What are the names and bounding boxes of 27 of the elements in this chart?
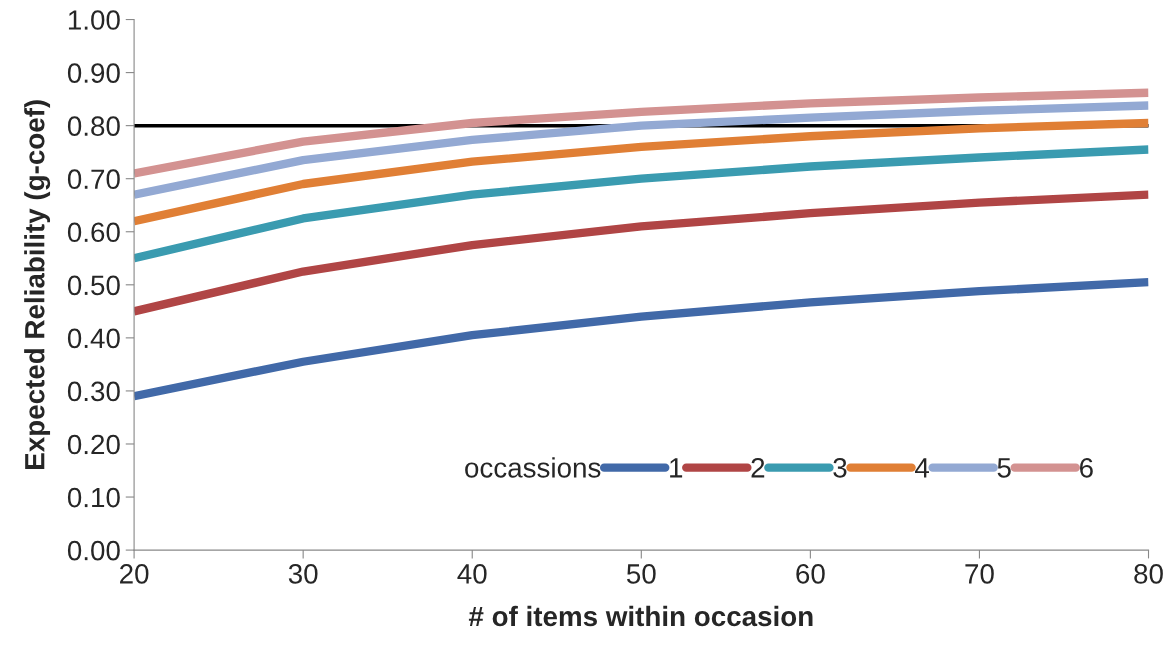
y-tick-label: 0.60 <box>67 222 120 243</box>
x-tick-label: 30 <box>288 564 318 584</box>
y-tick-label: 0.30 <box>67 381 120 402</box>
legend-label: 5 <box>997 458 1011 478</box>
legend-label: 1 <box>670 458 683 478</box>
y-tick-label: 0.80 <box>67 116 120 136</box>
y-tick-label: 0.20 <box>67 434 120 455</box>
y-tick-label: 0.10 <box>67 487 120 508</box>
legend-label: 3 <box>833 457 847 478</box>
legend-label: 4 <box>915 458 930 478</box>
x-axis-title: # of items within occasion <box>468 605 813 627</box>
x-tick-label: 20 <box>120 564 149 584</box>
x-tick-label: 60 <box>796 564 825 584</box>
x-tick-label: 80 <box>1134 564 1163 584</box>
y-axis-title: Expected Reliability (g-coef) <box>24 100 51 469</box>
legend-label: 2 <box>751 457 765 478</box>
y-tick-label: 0.90 <box>67 63 120 83</box>
y-tick-label: 0.50 <box>67 275 120 296</box>
x-tick-label: 50 <box>626 564 656 584</box>
x-tick-label: 70 <box>965 564 994 584</box>
legend-label: 6 <box>1080 457 1093 478</box>
y-tick-label: 0.40 <box>67 328 120 349</box>
y-tick-label: 0.00 <box>67 540 120 561</box>
x-tick-label: 40 <box>457 564 487 584</box>
y-tick-label: 1.00 <box>68 10 120 30</box>
y-tick-label: 0.70 <box>67 169 120 190</box>
legend-title: occassions <box>465 457 601 478</box>
